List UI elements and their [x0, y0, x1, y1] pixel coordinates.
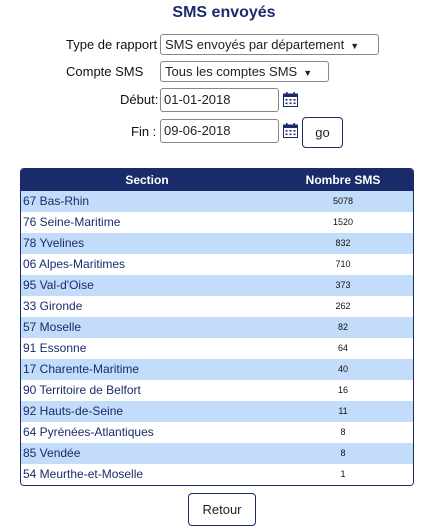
debut-date-input[interactable]: 01-01-2018 — [160, 88, 279, 112]
table-row: 64 Pyrénées-Atlantiques 8 — [21, 422, 413, 443]
go-button[interactable]: go — [302, 117, 343, 148]
row-section: 90 Territoire de Belfort — [23, 383, 141, 397]
row-count: 8 — [340, 448, 346, 458]
table-row: 91 Essonne 64 — [21, 338, 413, 359]
row-section: 64 Pyrénées-Atlantiques — [23, 425, 154, 439]
table-row: 33 Gironde 262 — [21, 296, 413, 317]
row-section: 76 Seine-Maritime — [23, 215, 121, 229]
retour-button[interactable]: Retour — [188, 493, 256, 526]
fin-label: Fin : — [131, 124, 157, 139]
row-section: 57 Moselle — [23, 320, 82, 334]
row-count: 16 — [337, 385, 348, 395]
type-rapport-label: Type de rapport — [66, 37, 158, 52]
table-row: 76 Seine-Maritime 1520 — [21, 212, 413, 233]
table-row: 78 Yvelines 832 — [21, 233, 413, 254]
compte-sms-value: Tous les comptes SMS — [165, 64, 298, 79]
calendar-icon[interactable] — [283, 123, 298, 138]
chevron-down-icon: ▼ — [303, 68, 313, 78]
row-section: 92 Hauts-de-Seine — [23, 404, 124, 418]
row-count: 832 — [335, 238, 351, 248]
row-section: 17 Charente-Maritime — [23, 362, 140, 376]
table-row: 54 Meurthe-et-Moselle 1 — [21, 464, 413, 485]
row-count: 1520 — [332, 217, 354, 227]
compte-sms-select[interactable]: Tous les comptes SMS ▼ — [160, 61, 329, 82]
row-section: 54 Meurthe-et-Moselle — [23, 467, 144, 481]
row-count: 8 — [340, 427, 346, 437]
row-count: 5078 — [332, 196, 354, 206]
table-body: 67 Bas-Rhin 5078 76 Seine-Maritime 1520 78 Y… — [21, 191, 413, 485]
row-section: 67 Bas-Rhin — [23, 194, 90, 208]
table-row: 95 Val-d'Oise 373 — [21, 275, 413, 296]
row-section: 91 Essonne — [23, 341, 87, 355]
row-count: 64 — [337, 343, 348, 353]
row-count: 1 — [340, 469, 346, 479]
row-section: 95 Val-d'Oise — [23, 278, 94, 292]
sms-table: Section Nombre SMS 67 Bas-Rhin 5078 76 Sei… — [20, 168, 414, 486]
row-section: 78 Yvelines — [23, 236, 85, 250]
table-row: 57 Moselle 82 — [21, 317, 413, 338]
header-section: Section — [125, 173, 169, 187]
table-row: 06 Alpes-Maritimes 710 — [21, 254, 413, 275]
type-rapport-value: SMS envoyés par département — [165, 37, 345, 52]
row-count: 373 — [335, 280, 351, 290]
table-row: 85 Vendée 8 — [21, 443, 413, 464]
calendar-icon[interactable] — [283, 92, 298, 107]
row-count: 262 — [335, 301, 351, 311]
page-title: SMS envoyés — [172, 4, 276, 21]
table-header: Section Nombre SMS — [21, 169, 413, 191]
row-count: 710 — [335, 259, 351, 269]
row-section: 06 Alpes-Maritimes — [23, 257, 126, 271]
row-count: 82 — [337, 322, 348, 332]
row-section: 33 Gironde — [23, 299, 83, 313]
debut-label: Début: — [120, 92, 159, 107]
chevron-down-icon: ▼ — [350, 41, 360, 51]
table-row: 90 Territoire de Belfort 16 — [21, 380, 413, 401]
row-count: 11 — [338, 406, 348, 416]
row-count: 40 — [337, 364, 348, 374]
table-row: 17 Charente-Maritime 40 — [21, 359, 413, 380]
row-section: 85 Vendée — [23, 446, 81, 460]
type-rapport-select[interactable]: SMS envoyés par département ▼ — [160, 34, 379, 55]
table-row: 67 Bas-Rhin 5078 — [21, 191, 413, 212]
fin-date-input[interactable]: 09-06-2018 — [160, 119, 279, 143]
compte-sms-label: Compte SMS — [66, 64, 144, 79]
table-row: 92 Hauts-de-Seine 11 — [21, 401, 413, 422]
header-nombre-sms: Nombre SMS — [305, 173, 381, 187]
